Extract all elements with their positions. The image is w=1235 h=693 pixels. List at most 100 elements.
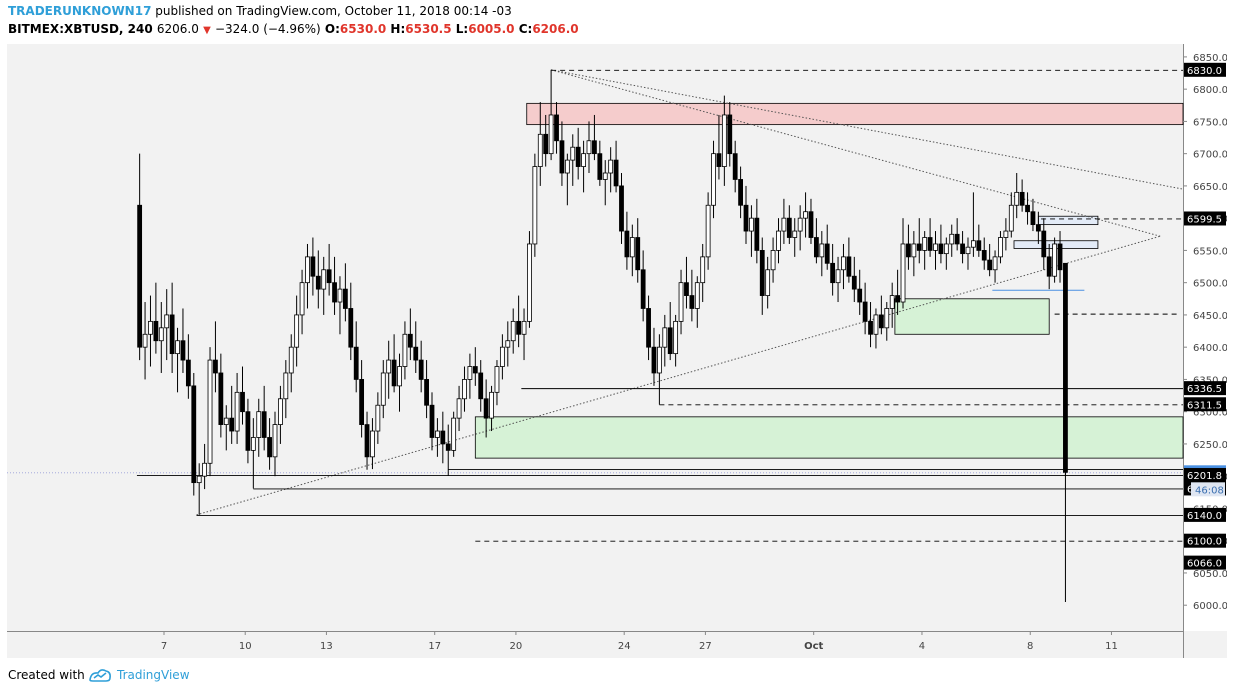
candle-body-49 [402, 333, 408, 367]
candle-body-107 [716, 153, 722, 167]
candle-body-118 [776, 230, 781, 251]
y-tick-label-15: 6750.0 [1193, 117, 1227, 128]
candle-body-108 [721, 114, 727, 167]
candle-body-112 [743, 204, 749, 232]
x-tick-label-1: 10 [239, 641, 252, 652]
x-tick-label-3: 17 [428, 641, 441, 652]
price-badge-label-3: 6311.5 [1187, 400, 1222, 411]
open-value: 6530.0 [339, 22, 387, 36]
y-tick-label-14: 6700.0 [1193, 150, 1227, 161]
candle-body-87 [608, 159, 614, 174]
price-badge-label-1: 6599.5 [1187, 214, 1222, 225]
candle-body-151 [954, 233, 960, 245]
candle-body-14 [213, 359, 218, 374]
tradingview-logo-icon[interactable] [88, 666, 112, 684]
candle-body-78 [559, 140, 565, 174]
candle-body-76 [548, 114, 554, 155]
x-tick-label-7: Oct [804, 641, 823, 652]
price-badge-label-0: 6830.0 [1187, 66, 1222, 77]
candle-body-110 [732, 153, 738, 180]
candle-body-54 [429, 404, 435, 438]
supply-zone-0 [526, 102, 1184, 126]
price-badge-9 [1184, 555, 1226, 570]
trendline-0 [196, 235, 1161, 516]
candle-body-135 [868, 320, 873, 335]
candle-body-45 [380, 372, 386, 406]
candle-body-68 [505, 340, 511, 348]
candle-body-44 [375, 404, 381, 432]
candle-body-162 [1014, 191, 1020, 206]
candle-body-113 [749, 217, 754, 232]
candle-body-123 [803, 211, 808, 219]
symbol-info: BITMEX:XBTUSD, 240 6206.0 ▼ −324.0 (−4.9… [8, 22, 579, 36]
candle-body-99 [673, 320, 679, 355]
candle-body-75 [543, 133, 549, 155]
candle-body-167 [1041, 230, 1047, 258]
x-tick-label-9: 8 [1027, 641, 1033, 652]
candle-body-4 [158, 327, 164, 342]
y-tick-label-7: 6350.0 [1193, 375, 1227, 386]
candle-body-129 [835, 269, 841, 284]
candle-body-120 [786, 217, 792, 238]
candle-body-51 [413, 346, 419, 361]
time-scale-background [7, 631, 1227, 658]
candle-body-124 [808, 211, 814, 238]
candle-body-56 [440, 430, 446, 445]
candle-body-17 [229, 417, 235, 432]
x-tick-label-4: 20 [510, 641, 523, 652]
candle-body-36 [332, 282, 337, 303]
candle-body-12 [202, 462, 208, 477]
candle-body-16 [223, 417, 229, 425]
candle-body-27 [283, 372, 289, 400]
candle-body-30 [299, 282, 305, 316]
candle-body-5 [164, 314, 170, 329]
price-badge-label-9: 6066.0 [1187, 559, 1222, 570]
candle-body-147 [933, 243, 938, 251]
candle-body-105 [705, 204, 711, 258]
candle-body-82 [581, 153, 586, 167]
author-link[interactable]: TRADERUNKNOWN17 [8, 4, 152, 18]
candle-body-13 [207, 359, 213, 464]
candle-body-72 [527, 243, 532, 322]
candle-body-154 [970, 240, 976, 248]
candle-body-168 [1046, 256, 1052, 277]
price-chart[interactable]: 6000.06050.06100.06150.06200.06250.06300… [7, 44, 1227, 658]
candle-body-98 [667, 327, 673, 355]
candle-body-156 [981, 250, 987, 261]
candle-body-153 [965, 246, 971, 255]
y-tick-label-16: 6800.0 [1193, 85, 1227, 96]
close-value: 6206.0 [532, 22, 579, 36]
y-tick-label-1: 6050.0 [1193, 569, 1227, 580]
candle-body-150 [949, 233, 955, 245]
published-text: published on TradingView.com, October 11… [155, 4, 512, 18]
candle-body-66 [494, 366, 500, 393]
trendline-1 [550, 69, 1161, 237]
open-label: O: [324, 22, 340, 36]
y-tick-label-8: 6400.0 [1193, 343, 1227, 354]
chart-area[interactable]: 6000.06050.06100.06150.06200.06250.06300… [7, 44, 1227, 658]
candle-body-109 [727, 114, 733, 155]
high-label: H: [390, 22, 406, 36]
candle-body-84 [592, 140, 597, 155]
price-badge-label-7: 6140.0 [1187, 511, 1222, 522]
candle-body-138 [884, 308, 890, 329]
price-change: −324.0 (−4.96%) [214, 22, 321, 36]
candle-body-133 [857, 288, 863, 303]
candle-body-23 [261, 411, 267, 438]
price-badge-0 [1184, 62, 1226, 77]
y-tick-label-10: 6500.0 [1193, 279, 1227, 290]
candle-body-100 [678, 282, 684, 322]
candle-body-126 [819, 243, 825, 258]
tradingview-brand-link[interactable]: TradingView [117, 668, 190, 682]
candle-body-64 [483, 398, 489, 419]
candle-body-85 [597, 153, 603, 180]
created-with-text: Created with [8, 668, 85, 682]
x-tick-label-6: 27 [699, 641, 712, 652]
candle-body-47 [391, 359, 397, 387]
last-price: 6206.0 [156, 22, 199, 36]
demand-zone-2 [474, 416, 1184, 459]
candle-body-71 [521, 320, 527, 335]
candle-body-60 [462, 379, 467, 400]
price-badge-3 [1184, 397, 1226, 412]
candle-body-148 [938, 243, 944, 255]
